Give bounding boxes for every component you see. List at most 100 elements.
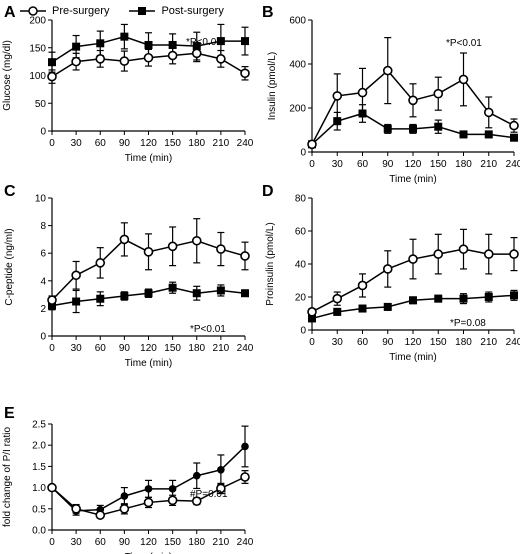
y-tick-label: 200	[29, 16, 46, 27]
data-point	[510, 133, 518, 142]
data-point	[48, 301, 56, 310]
series-pre-surgery	[307, 228, 519, 317]
y-tick-label: 0	[300, 148, 306, 159]
x-tick-label: 120	[140, 537, 157, 548]
data-point	[71, 503, 81, 514]
x-tick-label: 90	[382, 337, 394, 348]
data-point	[409, 124, 417, 133]
x-tick-label: 30	[332, 337, 344, 348]
data-point	[484, 293, 493, 301]
data-point	[144, 40, 153, 49]
data-point	[240, 68, 250, 79]
x-tick-label: 0	[309, 337, 315, 348]
open-circle-marker-icon	[20, 6, 46, 16]
panel-a: A 0 50 100 150 200 0 30 60 90 120 150 180 210 240 Time …	[2, 4, 254, 164]
data-point	[119, 503, 130, 514]
y-tick-label: 2.5	[32, 420, 46, 431]
data-point	[459, 294, 468, 303]
x-tick-label: 30	[71, 537, 83, 548]
data-point	[168, 283, 177, 292]
data-point	[96, 294, 105, 303]
significance-annotation: *P<0.01	[446, 38, 482, 49]
legend-item-post: Post-surgery	[129, 5, 224, 17]
y-tick-label: 8	[40, 221, 46, 232]
y-axis-label: Glucose (mg/dl)	[2, 40, 13, 111]
data-point	[120, 32, 129, 41]
data-point	[459, 130, 468, 139]
y-tick-label: 150	[29, 43, 46, 54]
significance-annotation: #P=0.01	[190, 489, 228, 500]
x-tick-label: 30	[71, 138, 83, 149]
x-tick-label: 180	[188, 138, 205, 149]
series-post-surgery	[48, 281, 249, 314]
data-point	[434, 122, 443, 131]
series-pre-surgery	[47, 44, 250, 84]
data-point	[332, 91, 343, 101]
x-tick-label: 0	[49, 138, 55, 149]
data-point	[143, 497, 154, 508]
data-point	[483, 107, 494, 118]
data-point	[358, 304, 367, 313]
data-point	[119, 234, 130, 245]
data-point	[47, 71, 57, 82]
x-tick-label: 210	[213, 537, 230, 548]
data-point	[458, 244, 469, 254]
x-tick-label: 120	[140, 138, 157, 149]
x-tick-label: 240	[237, 343, 254, 354]
legend: Pre-surgery Post-surgery	[20, 3, 244, 19]
data-point	[383, 302, 392, 311]
legend-label-pre: Pre-surgery	[52, 5, 110, 17]
data-point	[332, 293, 343, 304]
legend-label-post: Post-surgery	[161, 5, 224, 17]
data-point	[484, 130, 493, 139]
data-point	[333, 117, 342, 126]
data-point	[357, 280, 368, 291]
y-tick-label: 200	[289, 104, 306, 115]
data-point	[382, 264, 393, 274]
y-tick-label: 0	[300, 326, 306, 337]
data-point	[433, 249, 444, 259]
panel-letter: B	[262, 4, 274, 21]
x-tick-label: 60	[357, 159, 369, 170]
series-post-surgery	[308, 289, 518, 323]
data-point	[433, 88, 444, 99]
panel-letter: E	[4, 405, 15, 422]
x-tick-label: 150	[164, 537, 181, 548]
x-tick-label: 90	[119, 537, 131, 548]
data-point	[240, 472, 250, 482]
y-tick-label: 6	[40, 249, 46, 260]
x-tick-label: 210	[213, 138, 230, 149]
data-point	[483, 249, 494, 259]
data-point	[191, 496, 202, 506]
data-point	[120, 492, 129, 500]
y-tick-label: 600	[289, 16, 306, 27]
y-tick-label: 2	[40, 304, 46, 315]
x-tick-label: 90	[382, 159, 394, 170]
data-point	[47, 482, 57, 493]
significance-annotation: *P<0.01	[190, 324, 226, 335]
x-tick-label: 120	[405, 337, 422, 348]
x-tick-label: 60	[95, 343, 107, 354]
data-point	[216, 483, 226, 494]
data-point	[192, 471, 201, 480]
y-tick-label: 4	[40, 276, 46, 287]
y-tick-label: 400	[289, 60, 306, 71]
y-tick-label: 0	[40, 127, 46, 138]
data-point	[143, 52, 154, 63]
data-point	[408, 95, 418, 106]
data-point	[144, 289, 153, 298]
data-point	[241, 289, 249, 298]
data-point	[409, 296, 417, 305]
x-tick-label: 180	[455, 159, 472, 170]
x-tick-label: 210	[480, 159, 497, 170]
panel-d: D 0 20 40 60 80 0 30 60 90 120 150 180 210 240 Time (mi…	[262, 183, 520, 363]
x-tick-label: 150	[164, 343, 181, 354]
x-tick-label: 30	[332, 159, 344, 170]
data-point	[168, 485, 177, 493]
x-tick-label: 0	[309, 159, 315, 170]
y-tick-label: 1.5	[32, 462, 46, 473]
x-axis-label: Time (min)	[389, 352, 436, 363]
data-point	[95, 258, 106, 268]
y-tick-label: 100	[29, 71, 46, 82]
